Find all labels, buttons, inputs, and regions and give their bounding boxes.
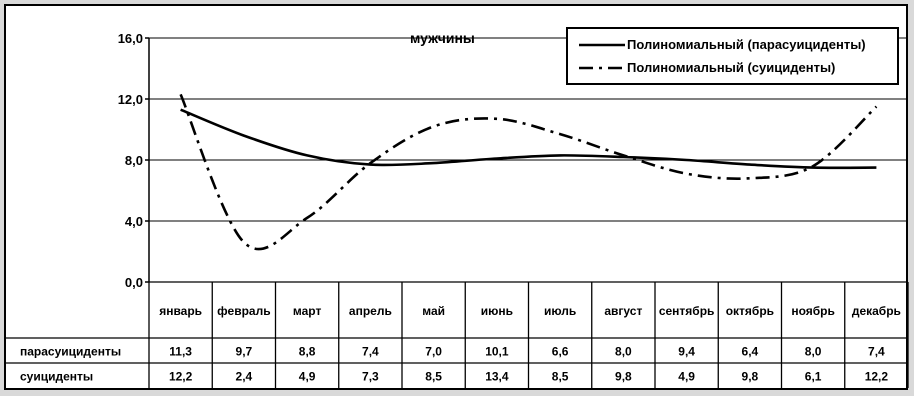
legend-box [566, 27, 899, 85]
y-tick-label: 16,0 [118, 31, 143, 46]
table-cell-value: 6,6 [552, 345, 569, 359]
table-cell-value: 8,8 [299, 345, 316, 359]
y-tick-label: 12,0 [118, 92, 143, 107]
table-cell-value: 7,3 [362, 370, 379, 384]
x-tick-label: июль [544, 304, 576, 318]
legend: Полиномиальный (парасуициденты) Полиномиа… [566, 27, 899, 85]
table-cell-value: 8,0 [615, 345, 632, 359]
trend-line-suicides [179, 93, 878, 251]
table-cell-value: 9,7 [236, 345, 253, 359]
table-cell-value: 4,9 [678, 370, 695, 384]
table-cell-value: 4,9 [299, 370, 316, 384]
table-row-label: парасуициденты [20, 345, 121, 359]
y-tick-label: 4,0 [125, 214, 143, 229]
data-table: январь февраль март апрель май июнь июль август… [6, 281, 909, 388]
x-tick-label: февраль [217, 304, 270, 318]
y-tick-label: 8,0 [125, 153, 143, 168]
x-tick-label: июнь [481, 304, 513, 318]
table-cell-value: 6,1 [805, 370, 822, 384]
legend-entry: Полиномиальный (парасуициденты) [627, 37, 866, 52]
table-cell-value: 8,5 [425, 370, 442, 384]
table-cell-value: 9,8 [615, 370, 632, 384]
table-cell-value: 9,4 [678, 345, 695, 359]
table-cell-value: 8,0 [805, 345, 822, 359]
table-cell-value: 7,4 [868, 345, 885, 359]
chart: 0,0 4,0 8,0 12,0 16,0 январь февраль март апрел… [6, 27, 909, 388]
y-tick-labels: 0,0 4,0 8,0 12,0 16,0 [118, 31, 143, 290]
table-cell-value: 13,4 [485, 370, 509, 384]
x-tick-label: март [293, 304, 322, 318]
chart-frame: 0,0 4,0 8,0 12,0 16,0 январь февраль март апрел… [4, 4, 909, 390]
chart-title: мужчины [410, 30, 475, 46]
table-row-label: суициденты [20, 370, 93, 384]
table-cell-value: 7,0 [425, 345, 442, 359]
x-tick-label: август [604, 304, 642, 318]
x-tick-label: октябрь [726, 304, 774, 318]
table-cell-value: 9,8 [742, 370, 759, 384]
x-tick-label: апрель [349, 304, 392, 318]
axes [145, 37, 150, 283]
y-tick-label: 0,0 [125, 275, 143, 290]
x-tick-label: сентябрь [659, 304, 715, 318]
table-cell-value: 7,4 [362, 345, 379, 359]
table-cell-value: 11,3 [169, 345, 192, 359]
table-cell-value: 8,5 [552, 370, 569, 384]
table-cell-value: 12,2 [865, 370, 889, 384]
table-cell-value: 12,2 [169, 370, 193, 384]
x-tick-label: декабрь [852, 304, 901, 318]
trend-line-parasuicides [180, 108, 877, 170]
table-cell-value: 2,4 [236, 370, 253, 384]
x-tick-label: ноябрь [791, 304, 835, 318]
table-cell-value: 10,1 [485, 345, 509, 359]
x-tick-label: январь [159, 304, 202, 318]
legend-entry: Полиномиальный (суициденты) [627, 60, 835, 75]
table-cell-value: 6,4 [742, 345, 759, 359]
x-tick-label: май [422, 304, 445, 318]
trend-lines [179, 93, 878, 251]
